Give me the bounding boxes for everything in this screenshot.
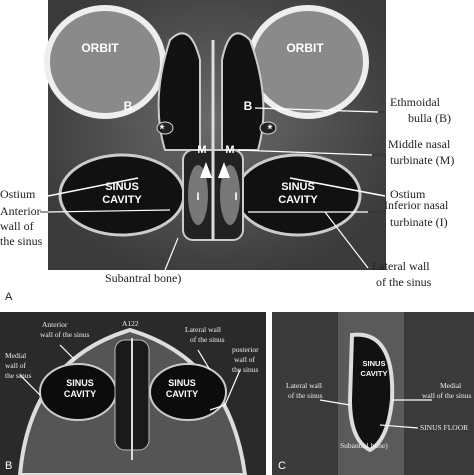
annotation-label: turbinate (I) <box>390 215 448 229</box>
annotation-label: wall of the sinus <box>40 330 89 339</box>
pointer-lines <box>40 107 386 271</box>
annotation-label: wall of <box>234 355 256 364</box>
annotation-label: Lateral wall <box>185 325 221 334</box>
panel-b: A122 Anterior wall of the sinus Lateral … <box>0 312 266 475</box>
annotation-label: Ostium <box>0 187 36 201</box>
annotation-label: Lateral wall <box>372 259 430 273</box>
annotation-label: of the sinus <box>376 275 432 289</box>
ct-label: CAVITY <box>166 389 198 399</box>
annotation-label: Lateral wall <box>286 381 322 390</box>
ct-image-a <box>44 0 386 270</box>
annotation-label: Ethmoidal <box>390 95 441 109</box>
annotation-label: the sinus <box>5 371 32 380</box>
annotation-label: A122 <box>122 319 139 328</box>
ct-label: I <box>234 191 237 203</box>
ct-label: * <box>160 122 165 136</box>
annotation-label: Middle nasal <box>388 137 451 151</box>
ct-label: I <box>196 191 199 203</box>
panel-label: A <box>5 291 13 303</box>
annotation-label: Subantral bone) <box>340 441 388 450</box>
ct-label: CAVITY <box>102 194 142 206</box>
ct-label: SINUS <box>168 378 196 388</box>
panel-c: Lateral wall of the sinus SINUS CAVITY M… <box>272 312 474 475</box>
ct-label: B <box>244 99 253 113</box>
ct-label: M <box>225 144 234 156</box>
annotation-label: bulla (B) <box>408 111 451 125</box>
panel-a-labels: ORBIT ORBIT B B * * M M I I SINUS CAVITY… <box>0 41 454 303</box>
annotation-label: wall of the sinus <box>422 391 471 400</box>
annotation-label: the sinus <box>0 234 43 248</box>
panel-label: B <box>5 460 12 472</box>
annotation-label: wall of <box>0 219 34 233</box>
annotation-label: of the sinus <box>288 391 323 400</box>
annotation-label: Anterior <box>0 204 41 218</box>
ct-label: SINUS <box>281 181 315 193</box>
ct-label: B <box>124 99 133 113</box>
ct-label: SINUS <box>66 378 94 388</box>
annotation-label: Subantral bone) <box>105 271 181 285</box>
ct-label: CAVITY <box>64 389 96 399</box>
annotation-label: of the sinus <box>190 335 225 344</box>
ct-label: SINUS <box>363 359 386 368</box>
ct-label: * <box>268 122 273 136</box>
annotation-label: Ostium <box>390 187 426 201</box>
annotation-label: SINUS FLOOR <box>420 423 468 432</box>
annotation-label: wall of <box>5 361 27 370</box>
ct-label: CAVITY <box>361 369 388 378</box>
annotation-label: the sinus <box>232 365 259 374</box>
annotation-label: Inferior nasal <box>384 198 449 212</box>
annotation-label: Medial <box>440 381 461 390</box>
annotation-label: turbinate (M) <box>390 153 454 167</box>
ct-label: M <box>197 144 206 156</box>
ct-label: SINUS <box>105 181 139 193</box>
panel-label: C <box>278 460 286 472</box>
ct-label: ORBIT <box>286 41 324 55</box>
annotation-label: posterior <box>232 345 259 354</box>
ct-label: CAVITY <box>278 194 318 206</box>
ct-label: ORBIT <box>81 41 119 55</box>
annotation-label: Medial <box>5 351 26 360</box>
annotation-label: Anterior <box>42 320 68 329</box>
